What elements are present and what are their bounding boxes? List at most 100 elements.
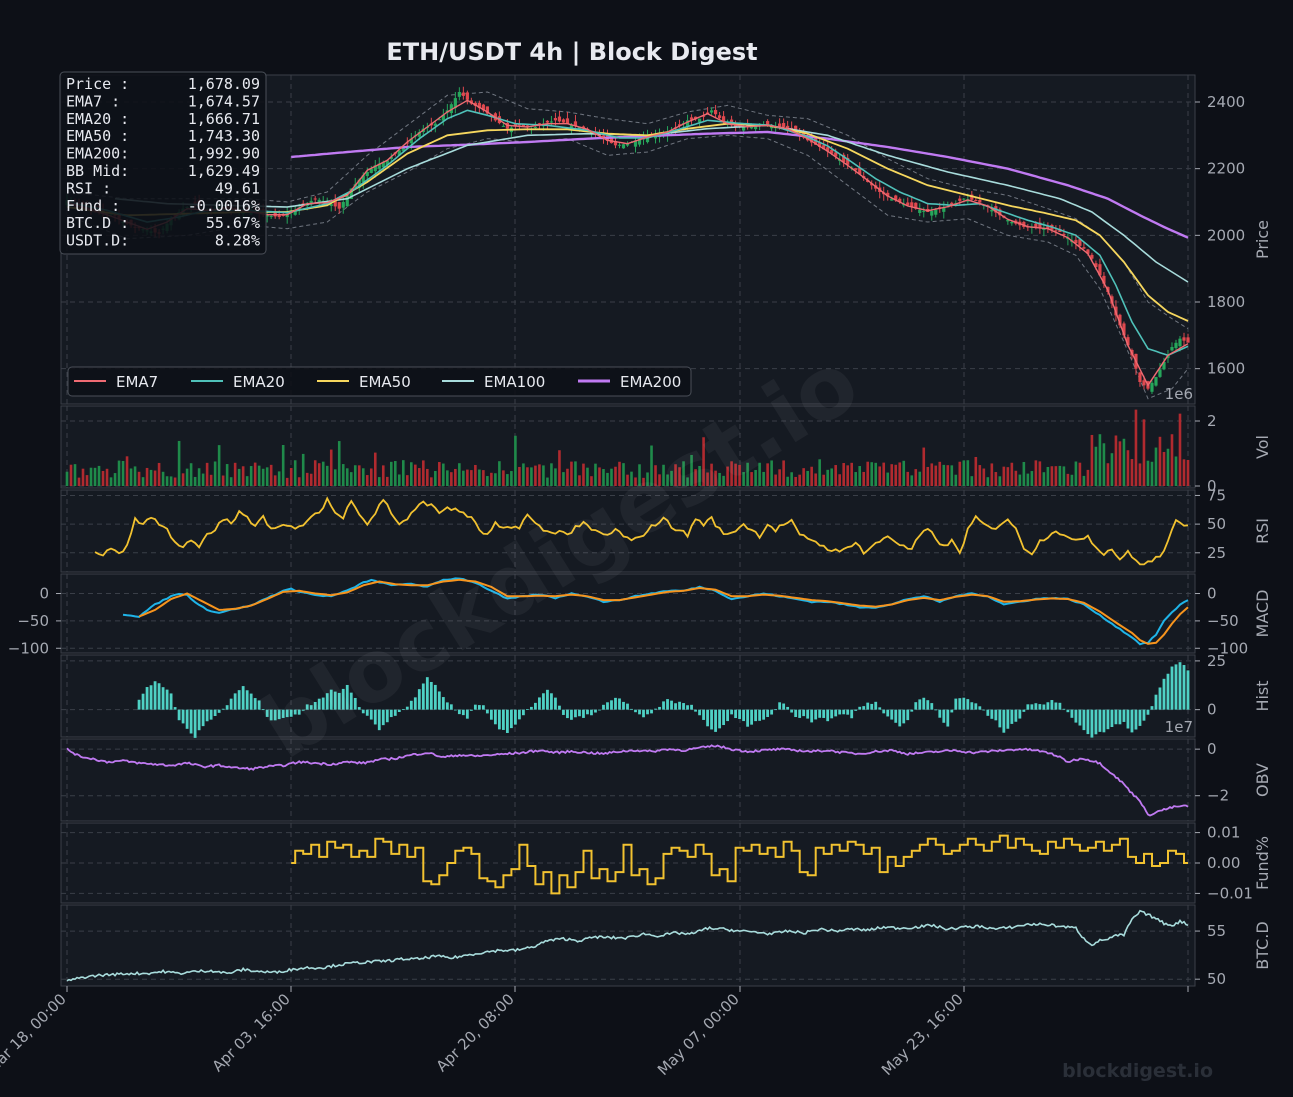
volume-bar xyxy=(1182,459,1186,486)
panel-btcd: 50 55 BTC.D xyxy=(60,904,1272,988)
histogram-bar xyxy=(802,709,806,717)
volume-bar xyxy=(438,462,441,486)
candle-body xyxy=(557,116,562,122)
candle-body xyxy=(1010,222,1014,224)
volume-bar xyxy=(213,461,217,486)
candle-body xyxy=(613,140,618,146)
histogram-bar xyxy=(301,709,305,711)
candle-body xyxy=(645,136,650,143)
histogram-bar xyxy=(273,709,277,721)
macd-ytick-label: 0 xyxy=(39,585,49,603)
histogram-bar xyxy=(221,708,225,710)
info-value: 1,666.71 xyxy=(188,110,260,128)
panel-rsi: 25 50 75 RSI xyxy=(60,486,1272,573)
candle-body xyxy=(309,200,313,203)
histogram-bar xyxy=(758,709,762,721)
histogram-bar xyxy=(830,709,834,719)
info-value: -0.0016% xyxy=(188,197,260,215)
volume-bar xyxy=(361,468,365,486)
volume-bar xyxy=(149,469,153,486)
volume-bar xyxy=(233,462,237,486)
histogram-bar xyxy=(1134,709,1138,730)
volume-bar xyxy=(490,472,493,486)
volume-bar xyxy=(670,470,673,486)
histogram-bar xyxy=(405,706,409,710)
candle-body xyxy=(521,124,526,127)
volume-bar xyxy=(574,461,577,486)
volume-bar xyxy=(1038,461,1042,486)
histogram-bar xyxy=(465,709,469,719)
histogram-bar xyxy=(586,709,589,715)
histogram-bar xyxy=(878,707,882,710)
histogram-bar xyxy=(690,704,693,710)
candle-body xyxy=(533,127,538,128)
volume-bar xyxy=(1154,447,1158,486)
histogram-bar xyxy=(393,709,397,716)
histogram-bar xyxy=(910,709,914,712)
volume-bar xyxy=(798,474,801,486)
volume-bar xyxy=(606,472,609,486)
candle-body xyxy=(569,124,574,128)
info-label: EMA200: xyxy=(66,145,129,163)
volume-bar xyxy=(325,465,329,486)
histogram-bar xyxy=(293,709,297,715)
volume-bar xyxy=(1066,473,1070,486)
volume-bar xyxy=(389,461,393,486)
histogram-bar xyxy=(421,683,425,710)
volume-bar xyxy=(994,472,998,486)
histogram-bar xyxy=(1182,665,1186,710)
histogram-bar xyxy=(566,709,569,719)
histogram-bar xyxy=(962,697,966,710)
histogram-bar xyxy=(305,704,309,710)
candle-body xyxy=(1082,247,1086,249)
volume-bar xyxy=(934,465,938,486)
candle-body xyxy=(942,207,946,212)
volume-bar xyxy=(898,462,902,486)
volume-bar xyxy=(169,476,173,486)
candle-body xyxy=(810,137,814,143)
candle-body xyxy=(1098,264,1102,276)
volume-bar xyxy=(706,472,709,486)
histogram-bar xyxy=(686,705,689,710)
volume-bar xyxy=(998,476,1002,486)
histogram-bar xyxy=(389,709,393,718)
volume-bar xyxy=(806,470,809,486)
price-ytick-label: 1600 xyxy=(1207,360,1245,378)
volume-bar xyxy=(1142,419,1146,486)
histogram-bar xyxy=(333,691,337,710)
rsi-panel-frame xyxy=(60,489,1196,573)
volume-bar xyxy=(778,469,781,486)
volume-bar xyxy=(826,469,829,486)
candle-body xyxy=(910,202,914,207)
histogram-bar xyxy=(638,709,641,715)
volume-bar xyxy=(193,476,197,486)
info-value: 1,743.30 xyxy=(188,127,260,145)
histogram-bar xyxy=(906,709,910,721)
histogram-bar xyxy=(461,709,465,716)
volume-bar xyxy=(686,477,689,486)
histogram-bar xyxy=(281,709,285,718)
macd-ytick-label: −100 xyxy=(8,639,49,657)
volume-bar xyxy=(626,474,629,486)
macd-signal-line xyxy=(138,578,1189,645)
volume-bar xyxy=(598,467,601,486)
candle-body xyxy=(1162,362,1166,370)
candle-body xyxy=(894,195,898,201)
candle-body xyxy=(1034,223,1038,227)
volume-bar xyxy=(678,467,681,486)
histogram-bar xyxy=(614,697,617,710)
histogram-bar xyxy=(505,709,509,733)
info-box-frame xyxy=(59,71,267,255)
volume-bar xyxy=(870,462,874,486)
histogram-bar xyxy=(173,707,177,710)
price-ytick-label: 1800 xyxy=(1207,293,1245,311)
volume-bar xyxy=(630,471,633,486)
histogram-bar xyxy=(822,709,826,718)
volume-bar xyxy=(558,450,561,486)
histogram-bar xyxy=(1098,709,1102,732)
volume-bar xyxy=(714,470,717,486)
volume-bar xyxy=(1170,434,1174,486)
histogram-bar xyxy=(429,681,433,710)
candle-body xyxy=(1042,228,1046,230)
candle-body xyxy=(697,118,702,123)
